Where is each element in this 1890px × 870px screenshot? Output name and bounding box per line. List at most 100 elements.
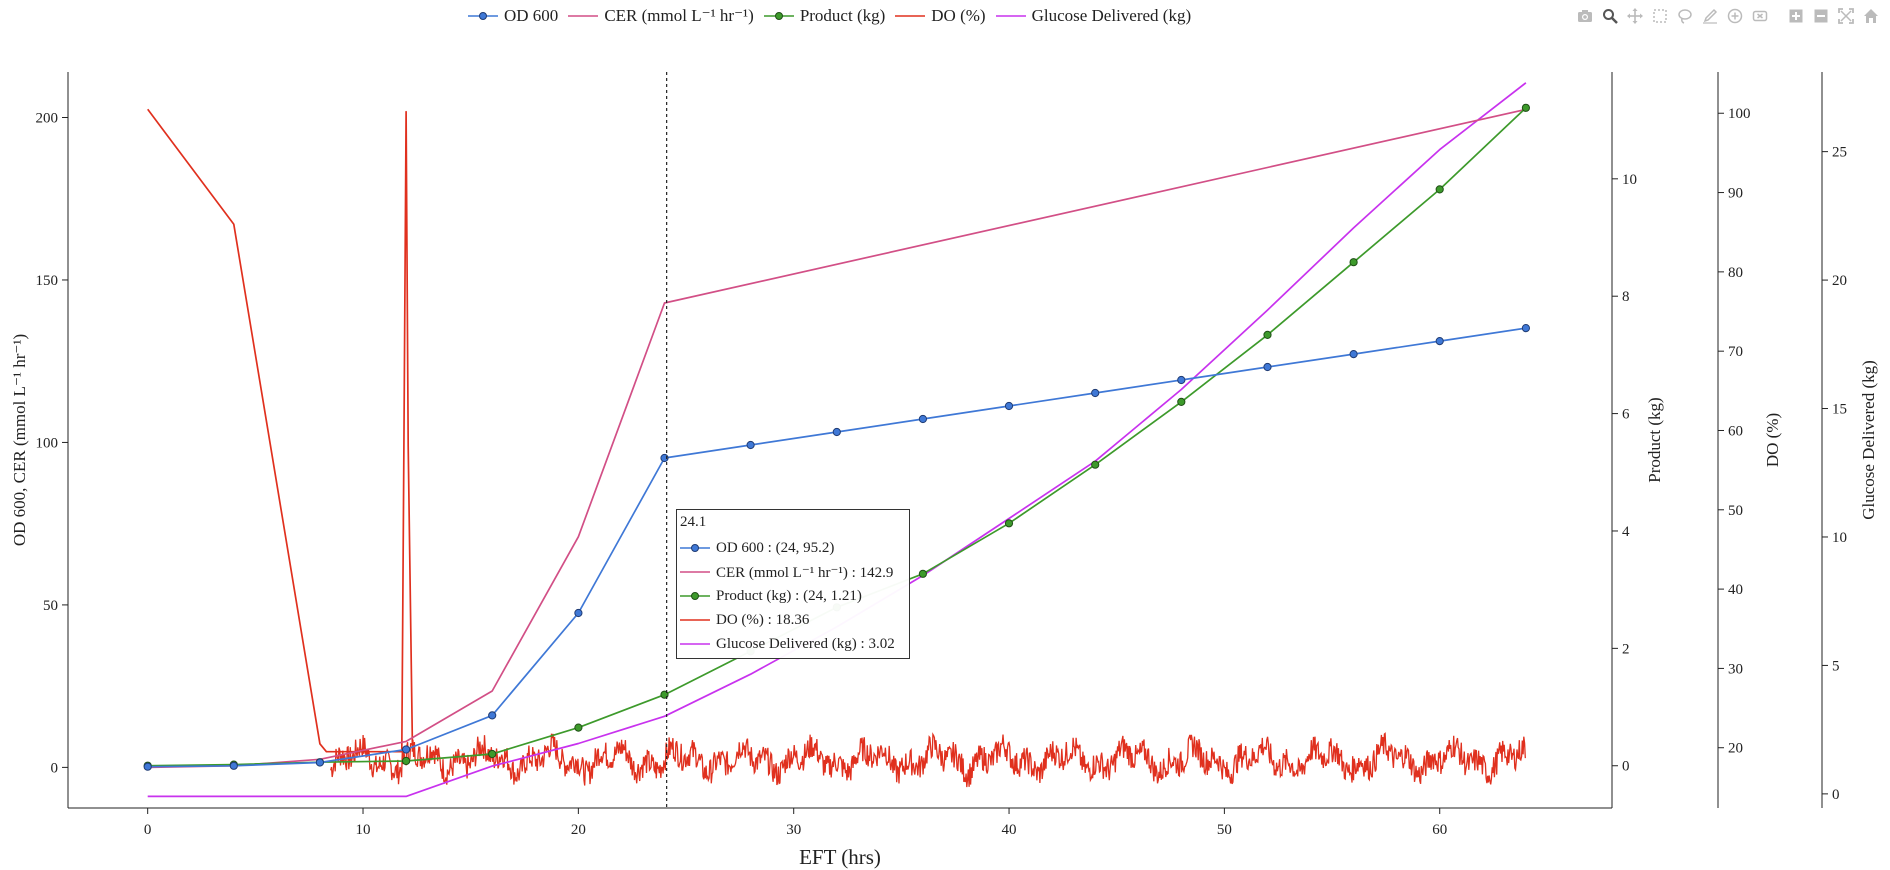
tooltip-swatch-cer (680, 571, 710, 573)
series-line-glucose (147, 82, 1527, 798)
camera-icon[interactable] (1574, 5, 1596, 27)
draw-icon[interactable] (1699, 5, 1721, 27)
right3-tick-label: 15 (1832, 402, 1847, 418)
x-tick-label: 0 (144, 822, 152, 838)
series-point-od600 (1091, 388, 1100, 398)
tooltip-swatch-product (680, 592, 710, 600)
tooltip-text-od600: OD 600 : (24, 95.2) (716, 539, 835, 556)
right2-axis-title: DO (%) (1763, 413, 1782, 467)
series-line-do (147, 108, 414, 753)
right3-tick-label: 10 (1832, 530, 1847, 546)
tooltip-row-do: DO (%) : 18.36 (680, 608, 906, 632)
lasso-select-icon[interactable] (1674, 5, 1696, 27)
x-tick-label: 10 (356, 822, 371, 838)
tooltip-row-product: Product (kg) : (24, 1.21) (680, 584, 906, 608)
tooltip-swatch-do (680, 619, 710, 621)
legend-swatch-cer (568, 15, 599, 17)
legend-swatch-glucose (995, 15, 1026, 17)
right3-tick-label: 25 (1832, 145, 1847, 161)
right2-tick-label: 50 (1728, 503, 1743, 519)
legend-swatch-od600 (468, 12, 498, 20)
series-point-od600 (832, 427, 841, 437)
zoom-icon[interactable] (1599, 5, 1621, 27)
right1-axis-title: Product (kg) (1645, 397, 1664, 482)
series-point-product (1004, 519, 1014, 528)
zoom-out-icon[interactable] (1810, 5, 1832, 27)
series-point-od600 (402, 745, 411, 754)
tooltip-title: 24.1 (680, 514, 707, 530)
left-y-tick-label: 0 (51, 760, 59, 776)
series-point-product (1177, 397, 1186, 406)
hover-tooltip: 24.1 OD 600 : (24, 95.2) CER (mmol L⁻¹ h… (676, 509, 910, 659)
zoom-in-icon[interactable] (1785, 5, 1807, 27)
left-y-tick-label: 50 (43, 598, 58, 614)
right2-tick-label: 70 (1728, 344, 1743, 360)
right2-tick-label: 30 (1728, 661, 1743, 677)
x-tick-label: 50 (1217, 822, 1232, 838)
x-tick-label: 20 (571, 822, 586, 838)
left-y-tick-label: 200 (36, 110, 59, 126)
right2-tick-label: 90 (1728, 186, 1743, 202)
legend-item-cer[interactable]: CER (mmol L⁻¹ hr⁻¹) (568, 6, 754, 26)
tooltip-text-cer: CER (mmol L⁻¹ hr⁻¹) : 142.9 (716, 564, 894, 581)
tooltip-swatch-glucose (680, 643, 710, 645)
series-line-product (147, 107, 1527, 767)
x-tick-label: 40 (1002, 822, 1017, 838)
left-y-tick-label: 150 (36, 273, 59, 289)
series-point-product (1521, 103, 1531, 112)
right1-tick-label: 2 (1622, 641, 1630, 657)
series-point-od600 (315, 758, 324, 767)
legend-item-od600[interactable]: OD 600 (468, 6, 558, 26)
series-point-product (1435, 185, 1444, 194)
series-point-od600 (488, 711, 497, 720)
legend-item-glucose[interactable]: Glucose Delivered (kg) (995, 6, 1191, 26)
home-icon[interactable] (1860, 5, 1882, 27)
right1-tick-label: 0 (1622, 759, 1630, 775)
legend-label-cer: CER (mmol L⁻¹ hr⁻¹) (604, 6, 754, 25)
legend-label-do: DO (%) (931, 6, 986, 25)
right2-tick-label: 80 (1728, 265, 1743, 281)
series-point-od600 (229, 761, 238, 770)
legend-label-od600: OD 600 (504, 6, 559, 25)
right3-axis-title: Glucose Delivered (kg) (1859, 360, 1878, 520)
series-point-od600 (574, 608, 583, 618)
box-select-icon[interactable] (1649, 5, 1671, 27)
series-point-product (1091, 460, 1100, 469)
erase-shape-icon[interactable] (1749, 5, 1771, 27)
tooltip-text-product: Product (kg) : (24, 1.21) (716, 587, 862, 604)
do-noise-line (330, 732, 1526, 788)
series-point-od600 (1004, 401, 1014, 411)
right3-tick-label: 5 (1832, 658, 1840, 674)
series-point-product (918, 569, 928, 578)
right3-tick-label: 20 (1832, 273, 1847, 289)
right2-tick-label: 100 (1728, 106, 1751, 122)
tooltip-row-cer: CER (mmol L⁻¹ hr⁻¹) : 142.9 (680, 560, 906, 584)
series-point-od600 (1521, 324, 1531, 333)
add-shape-icon[interactable] (1724, 5, 1746, 27)
series-point-od600 (1263, 362, 1272, 372)
legend-item-product[interactable]: Product (kg) (763, 6, 886, 26)
series-point-product (574, 723, 583, 732)
legend-item-do[interactable]: DO (%) (895, 6, 986, 26)
pan-icon[interactable] (1624, 5, 1646, 27)
series-point-od600 (746, 440, 755, 450)
left-y-tick-label: 100 (36, 435, 59, 451)
x-tick-label: 30 (786, 822, 801, 838)
x-tick-label: 60 (1432, 822, 1447, 838)
series-point-od600 (1349, 350, 1358, 359)
series-point-product (402, 756, 411, 766)
right1-tick-label: 6 (1622, 407, 1630, 423)
right2-tick-label: 20 (1728, 741, 1743, 757)
right2-tick-label: 40 (1728, 582, 1743, 598)
x-axis-title: EFT (hrs) (799, 845, 881, 869)
series-layer (143, 82, 1531, 798)
series-point-product (1263, 330, 1272, 339)
right1-tick-label: 10 (1622, 172, 1637, 188)
legend-label-product: Product (kg) (799, 6, 886, 25)
legend-swatch-do (895, 15, 926, 17)
autoscale-icon[interactable] (1835, 5, 1857, 27)
tooltip-row-glucose: Glucose Delivered (kg) : 3.02 (680, 632, 906, 656)
series-point-product (488, 749, 497, 759)
series-line-cer (147, 108, 1527, 769)
